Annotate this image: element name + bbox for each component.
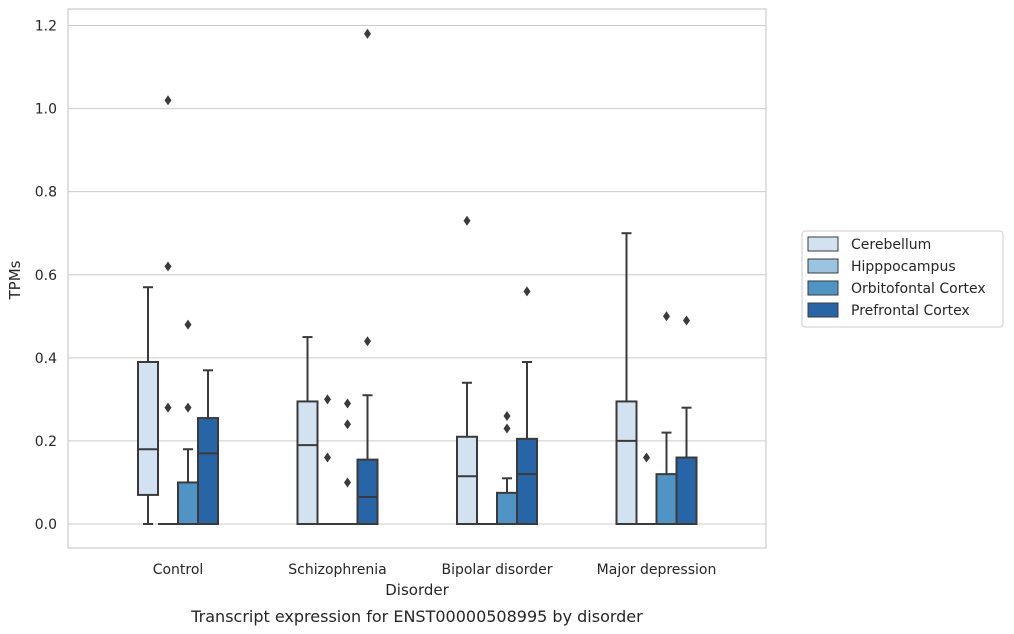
legend: Cerebellum Hipppocampus Orbitofontal Corte… — [801, 230, 1004, 328]
box-prefrontal-cortex — [356, 28, 379, 525]
outlier-point — [503, 423, 511, 434]
box-body — [296, 400, 319, 526]
box-hipppocampus — [317, 394, 338, 525]
plot-frame — [67, 8, 767, 549]
box-body — [615, 400, 638, 526]
x-tick-label: Schizophrenia — [288, 562, 386, 578]
legend-label: Prefrontal Cortex — [851, 303, 970, 319]
y-tick-label: 1.2 — [35, 19, 57, 35]
x-tick-label: Major depression — [597, 562, 717, 578]
chart-caption: Transcript expression for ENST0000050899… — [190, 607, 643, 626]
legend-swatch — [807, 258, 839, 274]
legend-swatch — [807, 280, 839, 296]
x-tick-label: Bipolar disorder — [441, 562, 552, 578]
legend-label: Hipppocampus — [851, 259, 956, 275]
box-prefrontal-cortex — [197, 369, 219, 526]
box-body — [456, 435, 478, 526]
y-tick-label: 0.2 — [35, 434, 57, 450]
box-body — [137, 360, 159, 496]
outlier-point — [184, 319, 192, 330]
outlier-point — [523, 286, 531, 297]
outlier-point — [164, 402, 172, 413]
box-body — [356, 458, 379, 525]
outlier-point — [324, 394, 331, 405]
box-orbitofontal-cortex — [177, 319, 199, 526]
y-tick-label: 1.0 — [35, 102, 57, 118]
y-tick-labels: 0.0 0.2 0.4 0.6 0.8 1.0 1.2 — [35, 19, 57, 534]
outlier-point — [344, 398, 351, 409]
y-tick-label: 0.6 — [35, 268, 57, 284]
legend-label: Cerebellum — [851, 237, 931, 253]
outlier-point — [463, 215, 471, 226]
legend-label: Orbitofontal Cortex — [851, 281, 986, 297]
box-body — [516, 437, 538, 525]
box-body — [675, 456, 698, 525]
outlier-point — [344, 477, 351, 488]
box-body — [496, 491, 518, 525]
x-axis-title: Disorder — [385, 581, 449, 599]
legend-frame — [801, 230, 1004, 328]
outlier-point — [324, 452, 331, 463]
box-cerebellum — [137, 286, 159, 525]
outlier-point — [164, 95, 172, 106]
box-body — [197, 417, 219, 526]
box-prefrontal-cortex — [516, 286, 538, 525]
legend-swatch — [807, 302, 839, 318]
outlier-point — [643, 452, 650, 463]
legend-swatch — [807, 236, 839, 252]
outlier-point — [364, 28, 371, 39]
box-cerebellum — [615, 232, 638, 526]
outlier-point — [503, 410, 511, 421]
box-orbitofontal-cortex — [655, 311, 678, 525]
box-hipppocampus — [636, 452, 657, 525]
box-body — [655, 473, 678, 525]
outlier-point — [364, 336, 371, 347]
x-tick-label: Control — [153, 562, 204, 578]
box-cerebellum — [296, 336, 319, 526]
box-hipppocampus — [158, 95, 178, 525]
outlier-point — [164, 261, 172, 272]
box-prefrontal-cortex — [675, 315, 698, 525]
box-cerebellum — [456, 215, 478, 526]
y-axis-title: TPMs — [6, 260, 24, 300]
box-series — [137, 28, 698, 526]
y-tick-label: 0.4 — [35, 351, 57, 367]
box-orbitofontal-cortex — [496, 410, 518, 525]
y-tick-label: 0.0 — [35, 517, 57, 533]
outlier-point — [683, 315, 690, 326]
outlier-point — [663, 311, 670, 322]
outlier-point — [344, 419, 351, 430]
y-tick-label: 0.8 — [35, 185, 57, 201]
x-tick-labels: Control Schizophrenia Bipolar disorder Majo… — [153, 562, 717, 578]
box-body — [177, 481, 199, 526]
box-orbitofontal-cortex — [337, 398, 358, 525]
outlier-point — [184, 402, 192, 413]
